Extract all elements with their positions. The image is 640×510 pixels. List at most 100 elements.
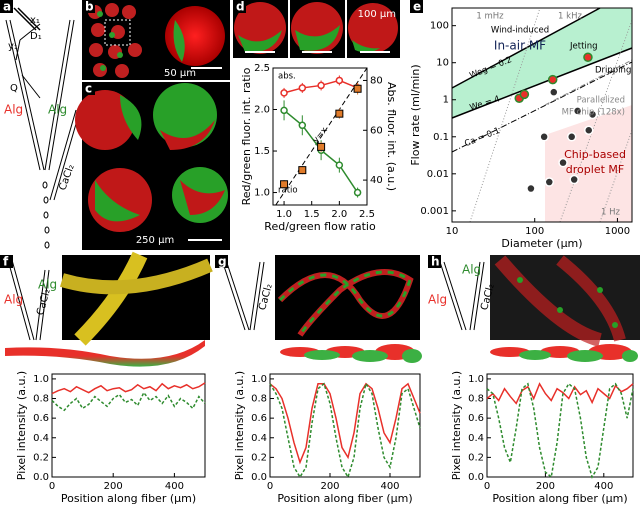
y-tick-label: 0.6: [251, 413, 267, 424]
x-tick-label: 0: [267, 481, 273, 492]
y-tick-label: 0.4: [33, 433, 49, 444]
x-tick-label: 10: [446, 226, 459, 237]
marker: [353, 84, 362, 93]
point: [539, 132, 549, 142]
label: y₁: [8, 41, 18, 52]
label: CaCl₂: [257, 283, 275, 312]
x-tick-label: 1.5: [304, 209, 320, 220]
y-tick-label: 0.4: [468, 433, 484, 444]
point: [583, 52, 593, 63]
y-tick-label: 0.1: [433, 132, 449, 143]
y-tick-label: 0.8: [33, 394, 49, 405]
annotation: Jetting: [569, 42, 598, 52]
y-tick-label: 0.8: [468, 394, 484, 405]
x-tick-label: 200: [104, 481, 123, 492]
x-axis-label: Diameter (µm): [501, 237, 582, 250]
point: [583, 125, 594, 136]
panel-label: b: [85, 0, 94, 14]
point: [587, 109, 598, 120]
plot-frame: [451, 7, 633, 223]
point: [549, 87, 559, 97]
marker: [353, 188, 362, 197]
y-axis-label: Red/green fluor. int. ratio: [240, 67, 253, 205]
y-tick-label: 2.5: [254, 63, 270, 74]
y-tick-label: 1.5: [254, 146, 270, 157]
series-line: [486, 382, 634, 405]
marker: [298, 84, 307, 92]
annotation: MF chip (128x): [562, 108, 625, 118]
x-tick-label: 2.5: [359, 209, 375, 220]
x-axis-label: Position along fiber (µm): [492, 492, 627, 505]
annotation: droplet MF: [566, 163, 624, 176]
panel-a: x₁ y₁ D₁ Q Alg Alg CaCl₂: [0, 0, 81, 250]
point: [572, 106, 583, 116]
plot-frame: [51, 373, 206, 478]
y-tick-label: 1: [443, 95, 449, 106]
plot-frame: [269, 373, 421, 478]
panel-label: e: [413, 0, 421, 14]
x-tick-label: 2.0: [331, 209, 347, 220]
series-line: [269, 382, 421, 465]
label: Q: [10, 83, 18, 94]
label: Alg: [4, 293, 23, 307]
scale-bar-label: 250 µm: [136, 235, 174, 246]
point: [544, 177, 555, 187]
y-tick-label: 0.6: [33, 413, 49, 424]
x-tick-label: 1000: [605, 226, 630, 237]
panel-label: h: [431, 255, 440, 269]
x-tick-label: 400: [594, 481, 613, 492]
y-tick-label: 0.2: [33, 452, 49, 463]
panel-letters: a b c d e f g h: [0, 0, 441, 269]
y-tick-label: 2.0: [254, 105, 270, 116]
annotation: 1 Hz: [601, 208, 621, 218]
y2-tick-label: 80: [370, 75, 383, 86]
y-tick-label: 1.0: [251, 374, 267, 385]
y-axis-label: Pixel intensity (a.u.): [450, 371, 463, 480]
panel-label: d: [236, 0, 245, 14]
point: [519, 89, 530, 100]
series-line: [269, 381, 421, 479]
panel-label: a: [3, 0, 11, 14]
y2-axis-label: Abs. fluor. int. (a.u.): [385, 82, 398, 191]
annotation: 1 kHz: [558, 12, 582, 22]
x-tick-label: 0: [484, 481, 490, 492]
annotation: In-air MF: [494, 39, 546, 53]
annotation: 1 mHz: [476, 12, 504, 22]
label: Alg: [38, 278, 57, 292]
point: [558, 157, 568, 168]
annotation: Wind-induced: [491, 26, 549, 36]
y-tick-label: 0.8: [251, 394, 267, 405]
marker: [298, 121, 307, 130]
label: x₁: [30, 15, 40, 26]
marker: [317, 81, 325, 90]
panel-e-regions: [451, 7, 633, 223]
marker: [335, 76, 344, 85]
scale-bar-label: 50 µm: [164, 68, 196, 79]
panel-label: f: [3, 255, 9, 269]
y-axis-label: Pixel intensity (a.u.): [233, 371, 246, 480]
point: [566, 132, 577, 142]
bottom-images: Alg Alg CaCl₂ CaCl₂ Alg Alg CaCl₂: [4, 251, 640, 367]
panel-label: c: [85, 82, 92, 96]
x-tick-label: 100: [525, 226, 544, 237]
plot-frame: [272, 67, 368, 206]
annotation: ratio: [278, 186, 298, 196]
annotation: Dripping: [595, 66, 631, 76]
x-axis-label: Position along fiber (µm): [61, 492, 196, 505]
y-axis-label: Flow rate (ml/min): [409, 64, 422, 165]
y-tick-label: 0.4: [251, 433, 267, 444]
series-line: [51, 391, 206, 412]
x-axis-label: Red/green flow ratio: [264, 220, 376, 233]
chart: 0 200 400 0.0 0.2 0.4 0.6 0.8 1.0 Position along …: [233, 371, 421, 505]
label: Alg: [462, 263, 481, 277]
marker: [280, 89, 288, 97]
marker: [280, 106, 288, 115]
marker: [280, 180, 289, 189]
x-axis-label: Position along fiber (µm): [277, 492, 412, 505]
x-tick-label: 1.0: [276, 209, 292, 220]
y-tick-label: 1.0: [33, 374, 49, 385]
x-tick-label: 400: [165, 481, 184, 492]
y-tick-label: 0.0: [33, 472, 49, 483]
scale-bar-label: 100 µm: [358, 9, 396, 20]
